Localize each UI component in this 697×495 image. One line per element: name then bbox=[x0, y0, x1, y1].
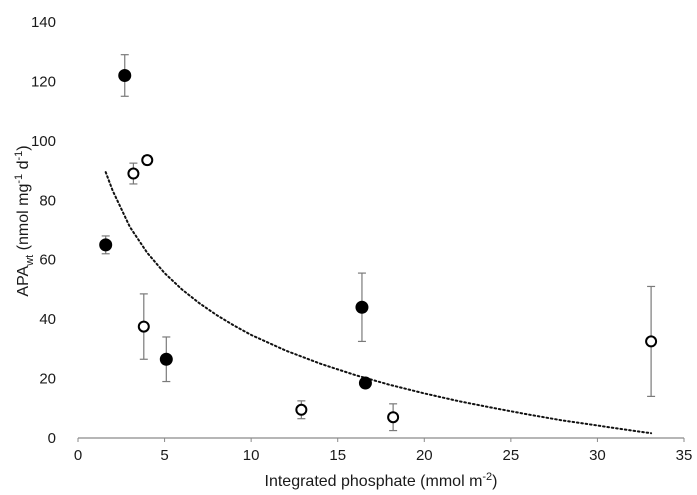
filled-marker bbox=[159, 352, 173, 366]
open-data-point bbox=[387, 403, 400, 432]
x-axis-title: Integrated phosphate (mmol m-2) bbox=[265, 471, 498, 490]
open-marker bbox=[137, 320, 150, 333]
open-data-point bbox=[645, 285, 658, 397]
y-tick-label: 120 bbox=[31, 73, 56, 90]
trendline-layer bbox=[104, 171, 653, 435]
filled-marker bbox=[118, 68, 132, 82]
open-data-point bbox=[141, 154, 154, 167]
x-tick-label: 5 bbox=[160, 447, 168, 464]
open-marker bbox=[295, 403, 308, 416]
y-tick-label: 40 bbox=[39, 311, 56, 328]
filled-marker bbox=[355, 300, 369, 314]
axis-ticks: 0 5 10 15 20 25 30 35 0 20 40 60 80 100 120 140 bbox=[31, 14, 692, 464]
open-marker bbox=[127, 167, 140, 180]
y-tick-label: 80 bbox=[39, 192, 56, 209]
y-tick-label: 0 bbox=[48, 430, 56, 447]
x-tick-label: 0 bbox=[74, 447, 82, 464]
filled-data-point bbox=[358, 376, 372, 390]
y-tick-label: 60 bbox=[39, 252, 56, 269]
filled-marker bbox=[99, 238, 113, 252]
data-points bbox=[99, 54, 658, 432]
open-marker bbox=[141, 154, 154, 167]
x-tick-label: 20 bbox=[416, 447, 433, 464]
open-data-point bbox=[127, 162, 140, 185]
open-marker bbox=[387, 411, 400, 424]
open-data-point bbox=[137, 293, 150, 360]
y-axis-title: APAwt (nmol mg-1 d-1) bbox=[13, 145, 36, 296]
trendline bbox=[104, 171, 653, 435]
filled-marker bbox=[358, 376, 372, 390]
x-tick-label: 10 bbox=[243, 447, 260, 464]
x-tick-label: 25 bbox=[503, 447, 520, 464]
x-tick-label: 15 bbox=[329, 447, 346, 464]
y-tick-label: 140 bbox=[31, 14, 56, 31]
filled-data-point bbox=[118, 54, 132, 97]
y-tick-label: 20 bbox=[39, 371, 56, 388]
filled-data-point bbox=[355, 272, 369, 343]
filled-data-point bbox=[99, 235, 113, 255]
open-data-point bbox=[295, 400, 308, 420]
y-tick-label: 100 bbox=[31, 133, 56, 150]
x-tick-label: 30 bbox=[589, 447, 606, 464]
filled-data-point bbox=[159, 336, 173, 383]
open-marker bbox=[645, 335, 658, 348]
x-tick-label: 35 bbox=[676, 447, 693, 464]
